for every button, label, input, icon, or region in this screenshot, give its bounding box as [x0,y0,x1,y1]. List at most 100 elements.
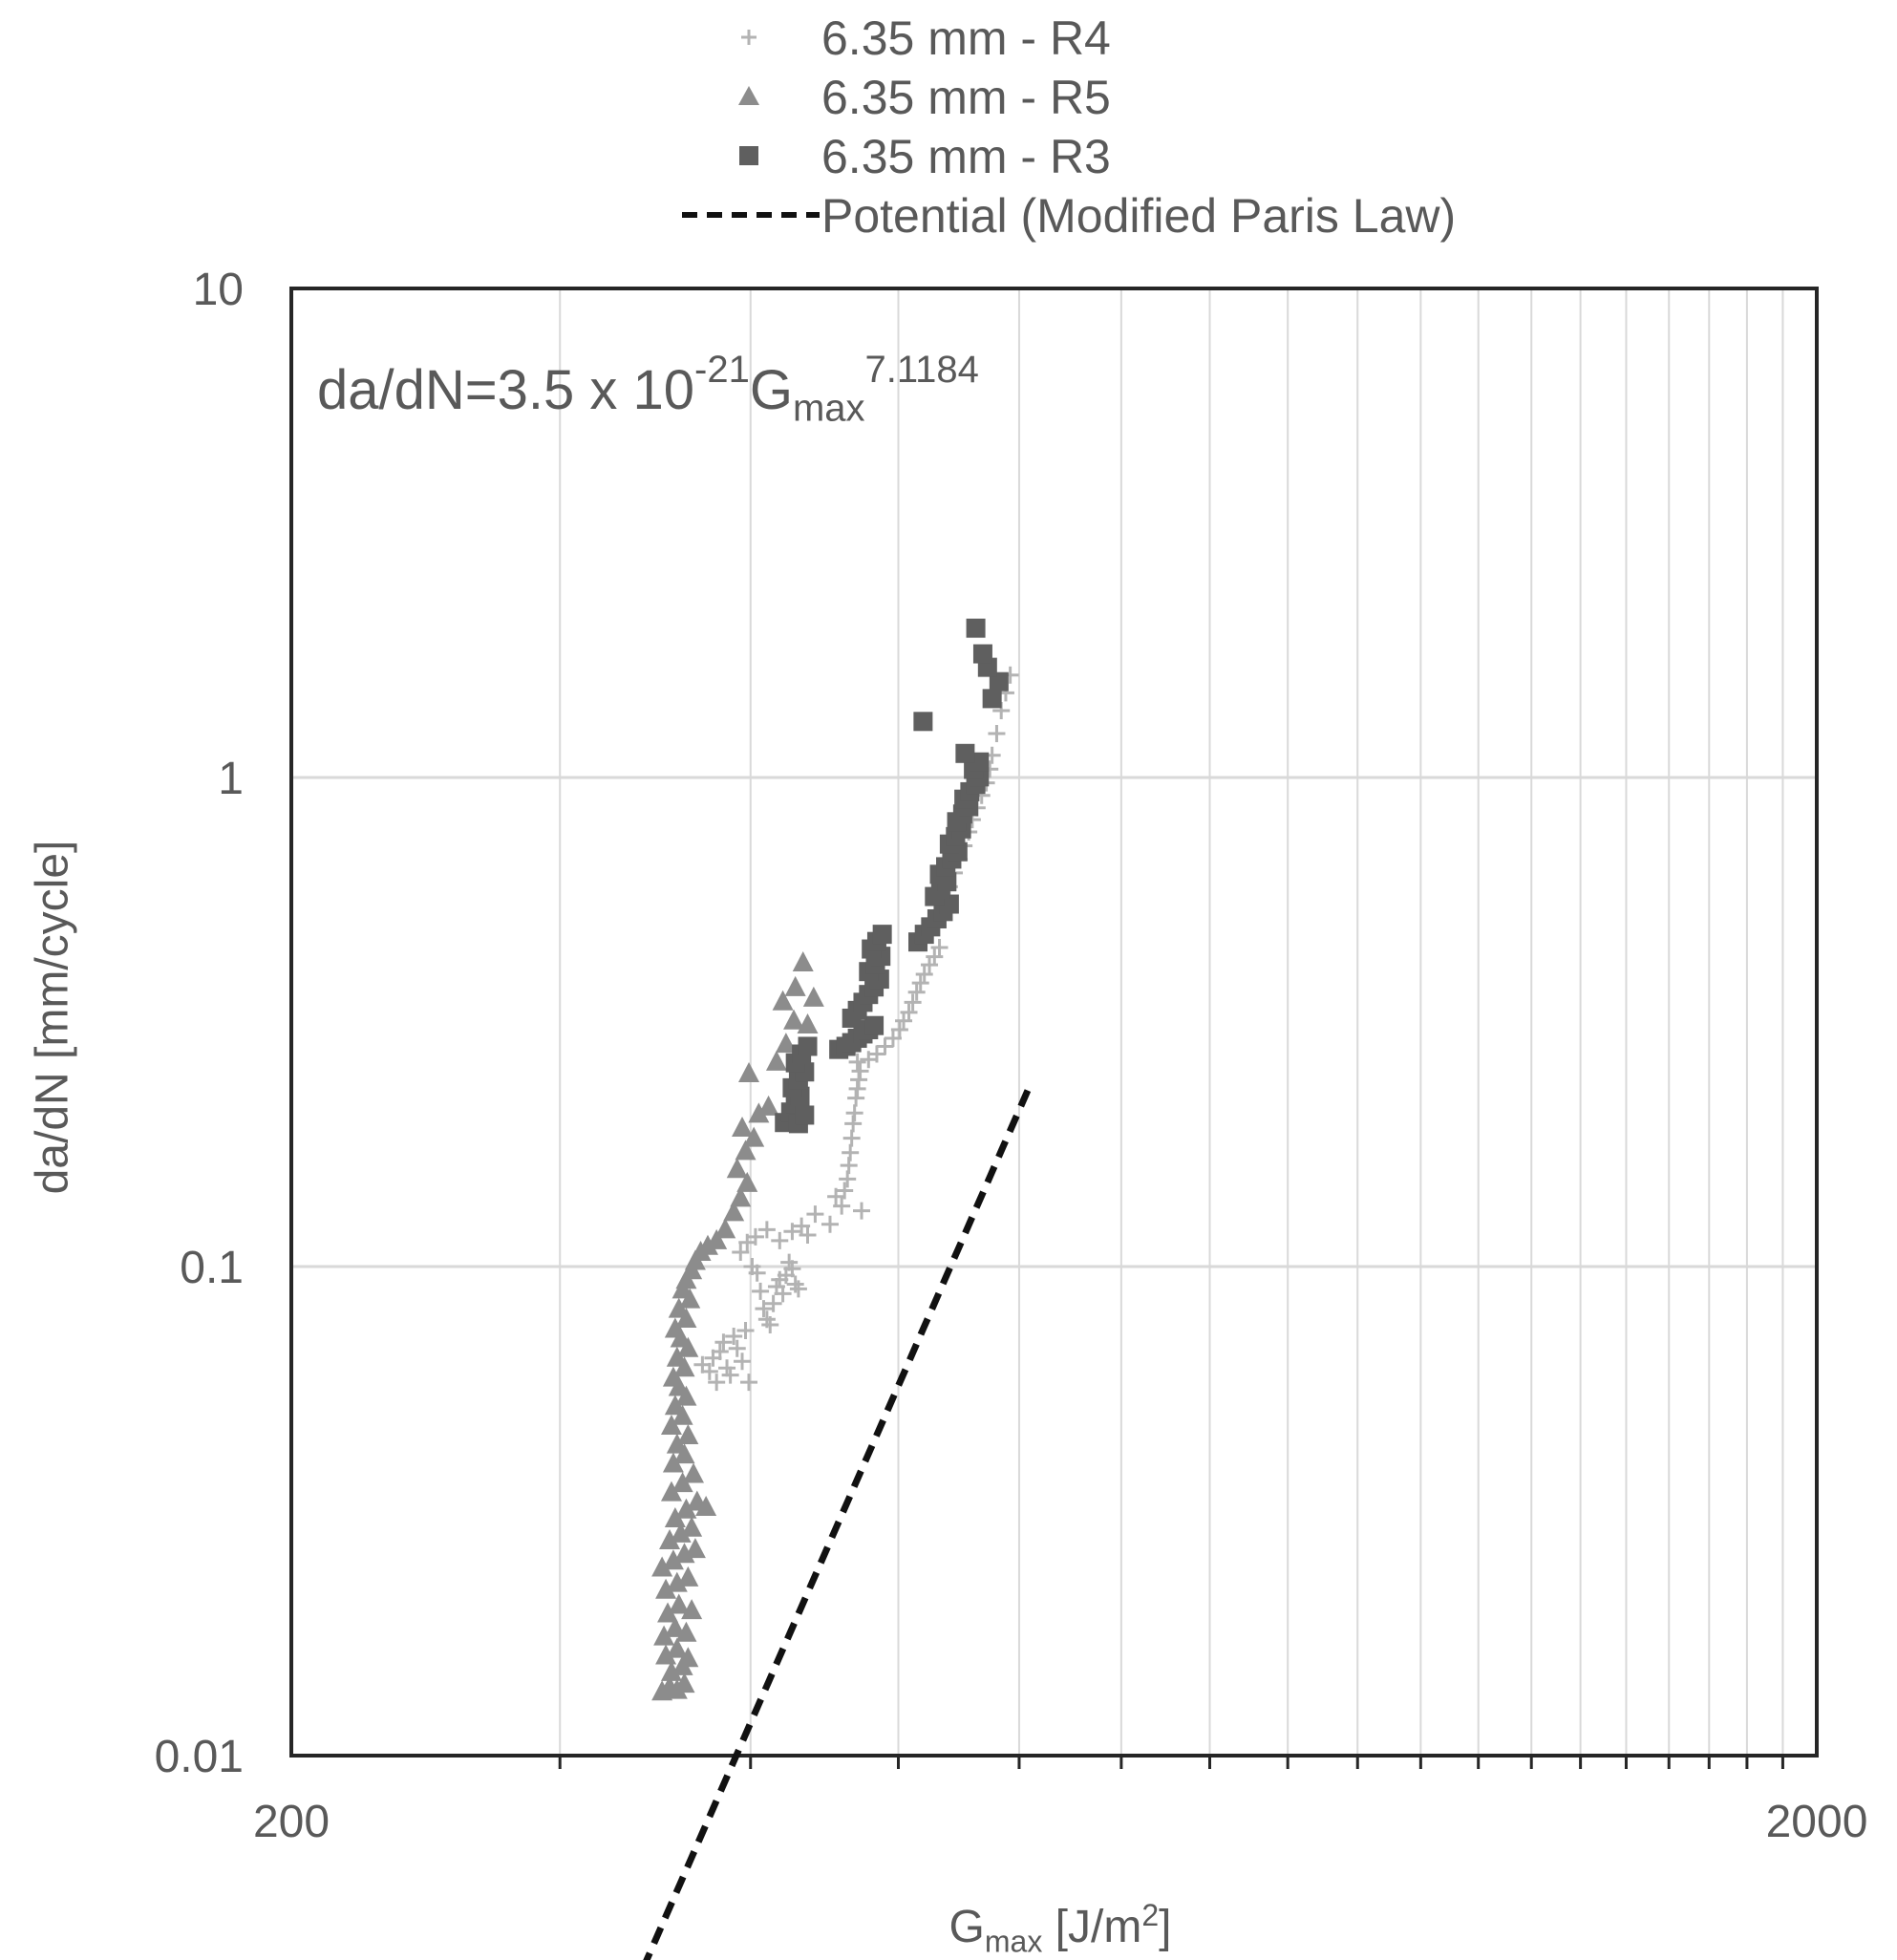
triangle-point [662,1452,684,1473]
triangle-point [681,1599,703,1620]
plus-point [734,1353,752,1371]
triangle-point [677,1424,699,1445]
triangle-point [726,1158,748,1179]
plus-point [930,939,948,957]
plot-frame [289,287,1819,1758]
plus-point [911,974,929,992]
x-axis-label-unit: [J/m [1042,1902,1142,1952]
square-point [939,894,959,914]
legend-item-r4: 6.35 mm - R4 [669,8,1624,67]
fit-equation: da/dN=3.5 x 10-21Gmax7.1184 [317,351,979,428]
plus-point [732,1243,750,1261]
triangle-point [675,1621,697,1642]
fit-line [643,1083,1034,1960]
square-point [972,644,992,664]
plus-point [725,1328,743,1346]
triangle-point [683,1462,705,1483]
triangle-point [662,1366,684,1387]
triangle-point [765,1050,787,1071]
plus-point [728,1339,746,1357]
tick-labels: 0.01 0.1 1 10 200 2000 [155,265,1868,1847]
triangle-point [666,1433,688,1454]
square-point [913,712,933,732]
triangle-point [797,1012,819,1033]
x-axis-label-main: G [948,1902,985,1952]
triangle-point [655,1578,677,1599]
triangle-point [673,1443,695,1464]
square-point [982,689,1002,709]
plus-point [842,1129,861,1147]
plus-point [867,1045,885,1063]
plus-point [915,965,933,983]
triangle-point [732,1116,754,1137]
triangle-point [651,1556,673,1577]
triangle-point [653,1625,675,1646]
triangle-point [662,1549,684,1570]
plus-marker-icon [741,30,757,45]
legend-item-r3: 6.35 mm - R3 [669,126,1624,185]
triangle-point [735,1140,757,1161]
triangle-point [736,1171,758,1192]
plus-point [907,983,926,1001]
triangle-point [664,1616,686,1637]
plus-point [783,1260,801,1278]
triangle-point [677,1566,699,1587]
triangle-point [723,1201,745,1222]
equation-exponent: -21 [694,348,750,391]
equation-variable: G [749,359,793,421]
triangle-point [673,1672,695,1694]
plus-point [851,1062,869,1080]
plus-point [771,1231,789,1249]
triangle-point [714,1218,736,1239]
triangle-point [792,950,814,971]
triangle-point [775,1033,797,1054]
plus-point [740,1374,758,1392]
triangle-point [660,1481,682,1502]
legend-label: Potential (Modified Paris Law) [821,189,1457,243]
triangle-point [664,1395,686,1416]
square-point [966,618,986,638]
x-tick-label: 2000 [1766,1797,1868,1847]
triangle-point [675,1498,697,1519]
plus-point [833,1197,851,1215]
legend: 6.35 mm - R4 6.35 mm - R5 6.35 mm - R3 P… [669,8,1624,245]
plus-point [821,1215,839,1233]
triangle-point [664,1507,686,1528]
x-axis-label-sub: max [984,1924,1043,1959]
square-point [989,671,1009,692]
legend-item-fit: Potential (Modified Paris Law) [669,185,1624,245]
trendline [643,1083,1034,1960]
triangle-point [757,1095,779,1116]
square-marker-icon [739,146,758,165]
data-marks [651,618,1019,1701]
legend-item-r5: 6.35 mm - R5 [669,67,1624,126]
triangle-point [659,1529,681,1550]
square-point [795,1105,815,1125]
plus-point [711,1343,729,1361]
legend-label: 6.35 mm - R3 [821,130,1111,183]
plus-point [748,1264,766,1282]
legend-label: 6.35 mm - R5 [821,71,1111,124]
plus-point [853,1202,871,1220]
plus-point [904,993,922,1012]
plus-point [845,1104,863,1122]
equation-variable-subscript: max [792,387,865,430]
y-tick-label: 0.01 [155,1732,244,1782]
dashed-line-icon [682,212,820,218]
triangle-point [748,1102,770,1123]
plus-point [755,1300,773,1318]
triangle-point [677,1647,699,1668]
triangle-point [684,1538,706,1559]
grid-lines [291,288,1817,1756]
legend-label: 6.35 mm - R4 [821,11,1111,65]
plus-point [789,1280,807,1298]
plus-point [836,1182,854,1200]
triangle-point [670,1522,692,1543]
plus-point [799,1226,817,1244]
plus-point [876,1037,894,1055]
triangle-point [657,1602,679,1623]
plus-point [900,1003,918,1021]
triangle-point [660,1660,682,1681]
triangle-point [673,1356,695,1377]
square-point [864,1015,885,1035]
